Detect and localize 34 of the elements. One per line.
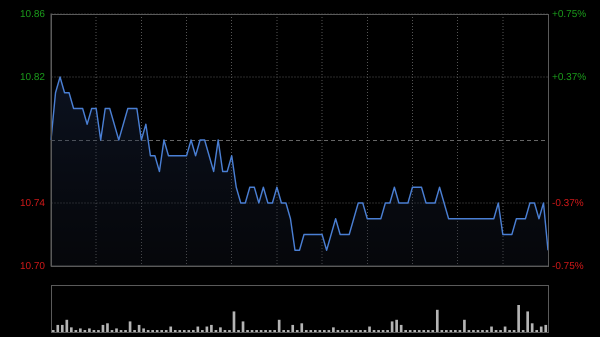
bar: [56, 324, 60, 332]
bar: [169, 326, 172, 332]
y2-tick-label: -0.37%: [552, 198, 584, 209]
bar: [196, 326, 200, 332]
bar: [400, 324, 402, 332]
bar: [60, 324, 64, 332]
bar: [332, 327, 335, 332]
bar: [395, 320, 398, 332]
bar: [70, 327, 73, 332]
bar: [436, 310, 439, 332]
bar: [79, 328, 82, 332]
bar: [300, 323, 304, 332]
bar: [530, 323, 534, 332]
bar: [540, 326, 543, 332]
bar: [206, 326, 208, 332]
y-tick-label: 10.86: [20, 8, 46, 20]
bar: [65, 320, 68, 332]
y-tick-label: 10.74: [20, 198, 46, 209]
bar: [517, 305, 520, 332]
bar: [526, 311, 529, 332]
bar: [138, 324, 140, 332]
y-tick-label: 10.82: [20, 72, 46, 83]
bar: [210, 324, 213, 332]
y2-tick-label: +0.75%: [552, 8, 586, 20]
bar: [463, 320, 466, 332]
bar: [88, 328, 91, 332]
y-tick-label: 10.70: [20, 260, 46, 272]
bar: [142, 328, 145, 332]
bar: [390, 321, 394, 332]
y2-tick-label: +0.37%: [552, 72, 586, 83]
bar: [278, 320, 280, 332]
y2-tick-label: -0.75%: [552, 260, 584, 272]
bar: [544, 324, 548, 332]
bar: [291, 324, 294, 332]
